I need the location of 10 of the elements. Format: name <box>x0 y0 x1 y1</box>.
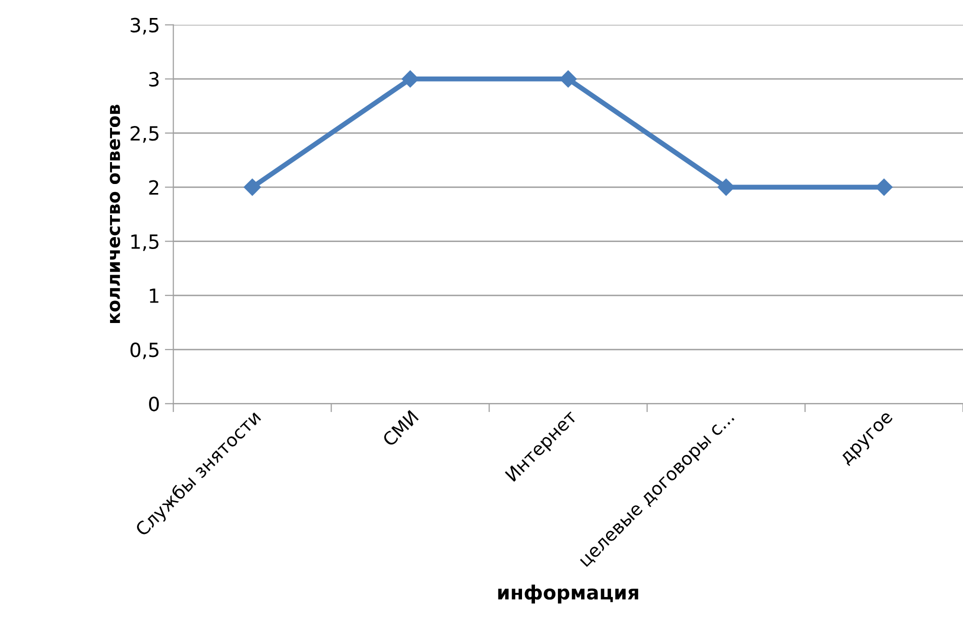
y-tick-label: 1,5 <box>131 234 158 251</box>
y-tick-label: 1 <box>150 288 158 303</box>
y-tick-label: 3 <box>149 72 159 87</box>
y-tick-label: 3,5 <box>130 18 158 34</box>
y-axis-title: колличество ответов <box>110 104 120 323</box>
y-tick-label: 0,5 <box>130 342 158 360</box>
y-tick-label: 0 <box>149 396 159 412</box>
y-tick-label: 2 <box>149 180 158 195</box>
x-axis-title: информация <box>498 584 638 604</box>
y-tick-label: 2,5 <box>130 126 158 143</box>
